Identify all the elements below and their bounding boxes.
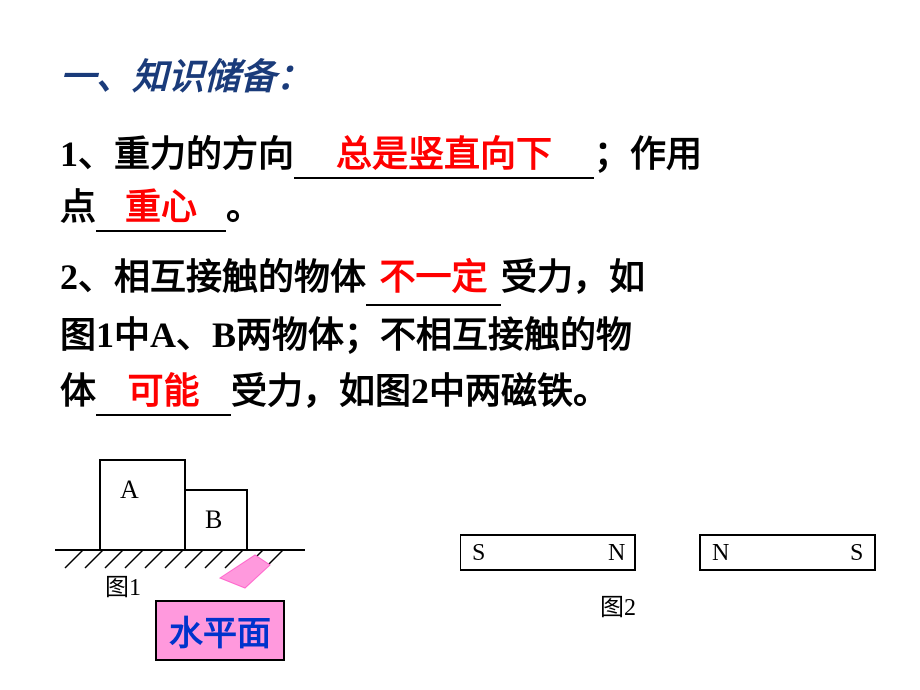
- box-a-label: A: [120, 475, 139, 504]
- surface-label: 水平面: [155, 600, 285, 661]
- q2-answer3: 不一定: [366, 250, 501, 306]
- q2-prefix: 2、相互接触的物体: [60, 257, 366, 297]
- box-b-label: B: [205, 505, 222, 534]
- question-2-line3: 体可能受力，如图2中两磁铁。: [60, 362, 609, 416]
- hatch: [205, 550, 223, 568]
- hatch: [105, 550, 123, 568]
- section-title: 一、知识储备：: [60, 48, 312, 100]
- magnet2-s: S: [850, 540, 863, 566]
- q2-line3-prefix: 体: [60, 371, 96, 411]
- fig1-label: 图1: [105, 575, 141, 601]
- question-1-line1: 1、重力的方向总是竖直向下；作用: [60, 125, 702, 179]
- q1-answer2: 重心: [96, 178, 226, 232]
- hatch: [185, 550, 203, 568]
- q2-line3-suffix: 受力，如图2中两磁铁。: [231, 371, 609, 411]
- q1-prefix: 1、重力的方向: [60, 134, 294, 174]
- magnet1-n: N: [608, 540, 625, 566]
- hatch: [85, 550, 103, 568]
- q2-mid1: 受力，如: [501, 257, 645, 297]
- magnet1-s: S: [472, 540, 485, 566]
- hatch: [165, 550, 183, 568]
- box-a: [100, 460, 185, 550]
- q1-mid1: ；作用: [594, 134, 702, 174]
- figure-2-svg: S N N S 图2: [460, 530, 880, 650]
- q1-answer1: 总是竖直向下: [294, 125, 594, 179]
- question-2-line1: 2、相互接触的物体不一定受力，如: [60, 250, 645, 306]
- figure-2: S N N S 图2: [460, 530, 880, 650]
- question-2-line2: 图1中A、B两物体；不相互接触的物: [60, 306, 632, 358]
- arrow-indicator: [220, 555, 270, 588]
- hatch: [65, 550, 83, 568]
- question-1-line2: 点重心。: [60, 178, 262, 232]
- fig2-label: 图2: [600, 595, 636, 621]
- q1-suffix: 。: [226, 187, 262, 227]
- q2-answer4: 可能: [96, 362, 231, 416]
- hatch: [145, 550, 163, 568]
- hatch: [125, 550, 143, 568]
- magnet2-n: N: [712, 540, 729, 566]
- q1-line2-prefix: 点: [60, 187, 96, 227]
